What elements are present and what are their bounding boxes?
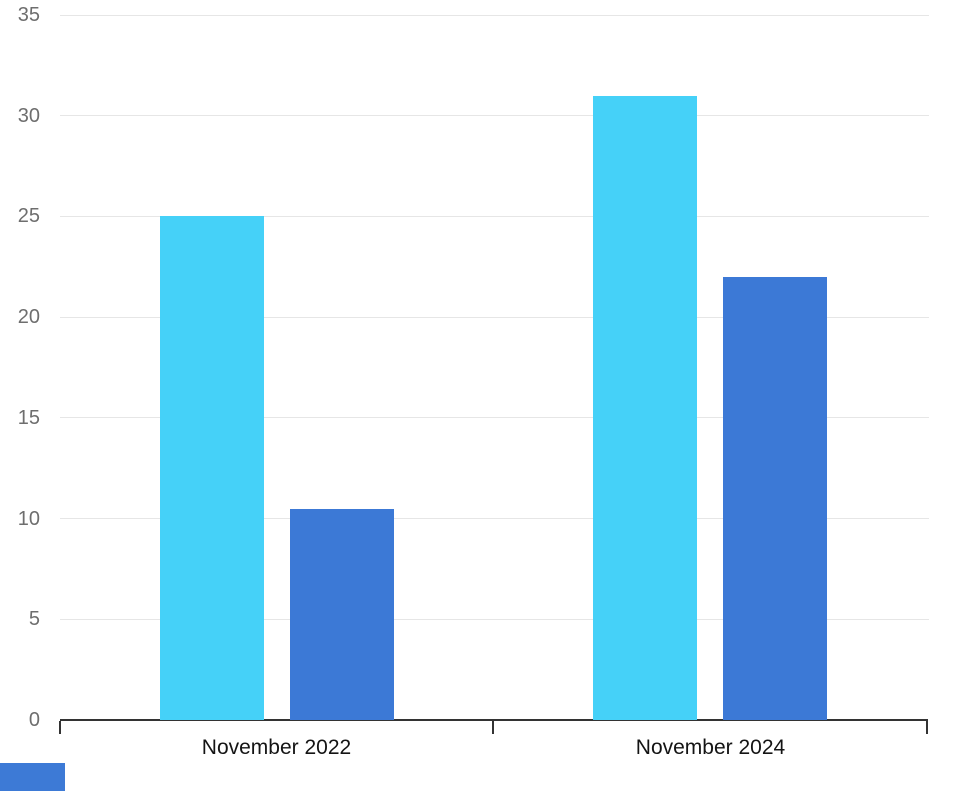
x-axis-category-label: November 2024 [635, 736, 786, 759]
x-axis-line [60, 719, 928, 721]
y-axis-tick-label: 25 [17, 205, 40, 228]
axis-tick-right [926, 721, 928, 734]
bar-light-blue-series[interactable] [159, 216, 264, 720]
gridline [60, 215, 929, 217]
axis-tick-middle [492, 721, 494, 734]
bar-light-blue-series[interactable] [593, 95, 697, 720]
axis-tick-left [59, 721, 61, 734]
gridline [60, 518, 929, 520]
gridline [60, 417, 929, 419]
gridline [60, 14, 929, 16]
y-axis-tick-label: 15 [17, 406, 40, 429]
bar-dark-blue-series[interactable] [723, 276, 827, 720]
x-axis-category-label: November 2022 [201, 736, 352, 759]
y-axis-tick-label: 5 [28, 608, 40, 631]
y-axis-tick-label: 0 [28, 709, 40, 731]
gridline [60, 618, 929, 620]
gridline [60, 316, 929, 318]
bar-dark-blue-series[interactable] [289, 508, 394, 720]
bottom-left-blue-fragment [0, 763, 65, 791]
y-axis-tick-label: 20 [17, 306, 40, 329]
y-axis-tick-label: 30 [17, 104, 40, 127]
y-axis-tick-label: 35 [17, 4, 40, 26]
gridline [60, 115, 929, 117]
y-axis-tick-label: 10 [17, 507, 40, 530]
